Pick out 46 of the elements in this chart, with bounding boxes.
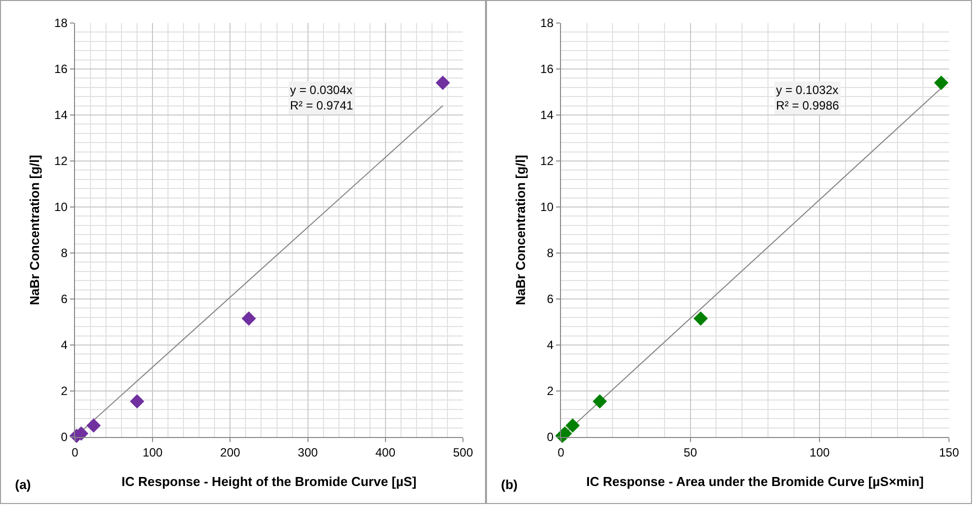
y-tick-label: 6 bbox=[60, 292, 68, 306]
x-tick-label: 150 bbox=[938, 445, 960, 460]
point bbox=[565, 418, 580, 433]
annotation: y = 0.1032x R² = 0.9986 bbox=[776, 83, 840, 113]
point bbox=[436, 76, 450, 90]
x-tick-label: 100 bbox=[142, 445, 163, 460]
y-axis-title: NaBr Concentration [g/l] bbox=[27, 154, 42, 306]
x-axis-title: IC Response - Height of the Bromide Curve [µS] bbox=[122, 474, 416, 489]
y-tick-label: 10 bbox=[54, 200, 68, 214]
y-tick-label: 0 bbox=[546, 430, 554, 444]
y-tick-label: 18 bbox=[54, 16, 68, 30]
y-tick-label: 12 bbox=[540, 154, 554, 168]
y-tick-label: 0 bbox=[60, 430, 68, 444]
y-tick-label: 12 bbox=[54, 154, 68, 168]
y-tick-label: 2 bbox=[546, 384, 554, 398]
x-tick-label: 0 bbox=[72, 445, 79, 460]
y-tick-label: 8 bbox=[60, 246, 68, 260]
y-tick-label: 4 bbox=[60, 338, 68, 352]
point bbox=[86, 418, 101, 433]
y-tick-label: 14 bbox=[540, 108, 554, 122]
annotation: y = 0.0304x R² = 0.9741 bbox=[290, 83, 354, 113]
x-axis-title: IC Response - Area under the Bromide Curve [µS×min] bbox=[586, 474, 924, 489]
point bbox=[592, 394, 607, 408]
y-tick-label: 14 bbox=[54, 108, 68, 122]
y-tick-label: 6 bbox=[546, 292, 554, 306]
x-tick-label: 50 bbox=[684, 445, 698, 460]
y-axis-title: NaBr Concentration [g/l] bbox=[513, 154, 528, 306]
text: (a) bbox=[15, 477, 31, 492]
x-tick-label: 500 bbox=[452, 445, 474, 460]
point bbox=[934, 76, 948, 90]
y-tick-label: 16 bbox=[54, 62, 68, 76]
x-tick-label: 200 bbox=[220, 445, 241, 460]
y-tick-label: 8 bbox=[546, 246, 554, 260]
point bbox=[242, 311, 256, 326]
y-tick-label: 2 bbox=[60, 384, 68, 398]
text: (b) bbox=[501, 477, 518, 492]
x-tick-label: 400 bbox=[375, 445, 396, 460]
x-tick-label: 0 bbox=[558, 445, 565, 460]
y-tick-label: 16 bbox=[540, 62, 554, 76]
y-tick-label: 4 bbox=[546, 338, 554, 352]
point bbox=[694, 311, 708, 326]
y-tick-label: 18 bbox=[540, 16, 554, 30]
x-tick-label: 300 bbox=[298, 445, 318, 460]
x-tick-label: 100 bbox=[810, 445, 830, 460]
point bbox=[130, 394, 144, 408]
y-tick-label: 10 bbox=[540, 200, 554, 214]
